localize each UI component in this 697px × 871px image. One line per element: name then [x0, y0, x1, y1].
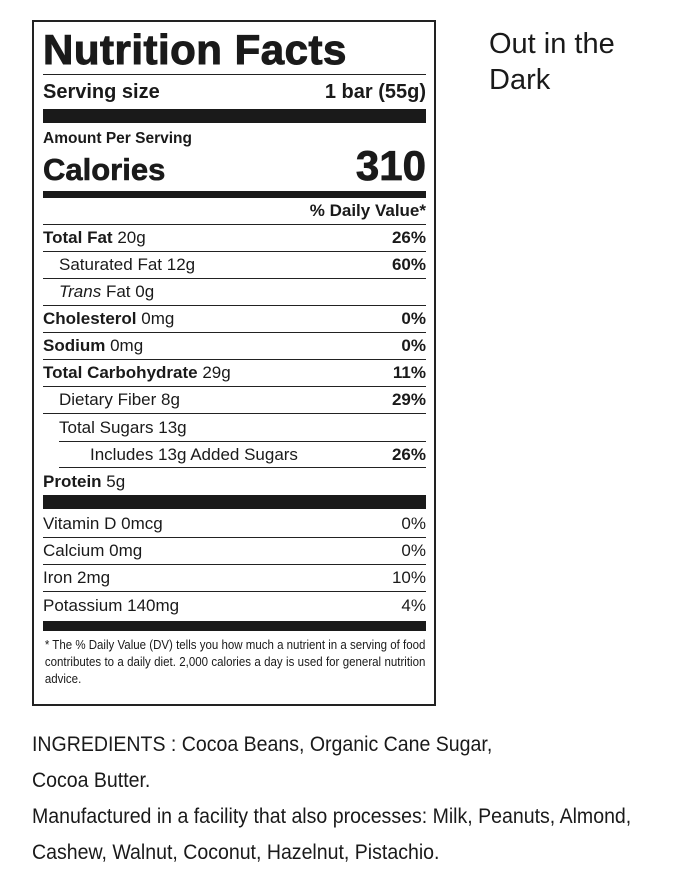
- label-title: Nutrition Facts: [43, 26, 347, 74]
- nutrient-row: Sodium 0mg 0%: [43, 333, 426, 360]
- calories: Calories 310: [43, 143, 427, 188]
- vitamin-row: Calcium 0mg 0%: [43, 538, 426, 565]
- vitamin-row: Vitamin D 0mcg 0%: [43, 511, 426, 538]
- vitamin-row: Iron 2mg 10%: [43, 565, 426, 592]
- nutrition-facts-label: Nutrition Facts Serving size 1 bar (55g)…: [32, 20, 436, 706]
- nutrient-row: Protein 5g: [43, 471, 126, 491]
- nutrient-row: Dietary Fiber 8g 29%: [43, 387, 426, 414]
- vitamin-row: Potassium 140mg 4%: [43, 595, 426, 615]
- serving-size-label: Serving size: [43, 80, 160, 103]
- amount-per-serving: Amount Per Serving: [43, 130, 192, 147]
- nutrient-row: Trans Fat 0g: [43, 279, 426, 306]
- nutrient-row: Total Fat 20g 26%: [43, 225, 426, 252]
- product-name: Out in the Dark: [489, 28, 615, 96]
- footnote: * The % Daily Value (DV) tells you how m…: [44, 638, 426, 686]
- nutrient-row: Includes 13g Added Sugars 26%: [59, 441, 426, 468]
- serving-size: Serving size 1 bar (55g): [43, 75, 426, 109]
- nutrient-row: Saturated Fat 12g 60%: [43, 252, 426, 279]
- nutrient-row: Total Sugars 13g: [59, 417, 187, 437]
- daily-value-header: % Daily Value*: [309, 201, 426, 220]
- nutrient-row: Cholesterol 0mg 0%: [43, 306, 426, 333]
- calories-value: 310: [355, 142, 427, 189]
- nutrient-row: Total Carbohydrate 29g 11%: [43, 360, 426, 387]
- allergen-statement: Manufactured in a facility that also pro…: [32, 805, 632, 864]
- ingredients-section: INGREDIENTS : Cocoa Beans, Organic Cane …: [32, 727, 646, 871]
- calories-label: Calories: [43, 152, 166, 188]
- ingredients: INGREDIENTS : Cocoa Beans, Organic Cane …: [32, 733, 493, 792]
- serving-size-value: 1 bar (55g): [324, 80, 426, 103]
